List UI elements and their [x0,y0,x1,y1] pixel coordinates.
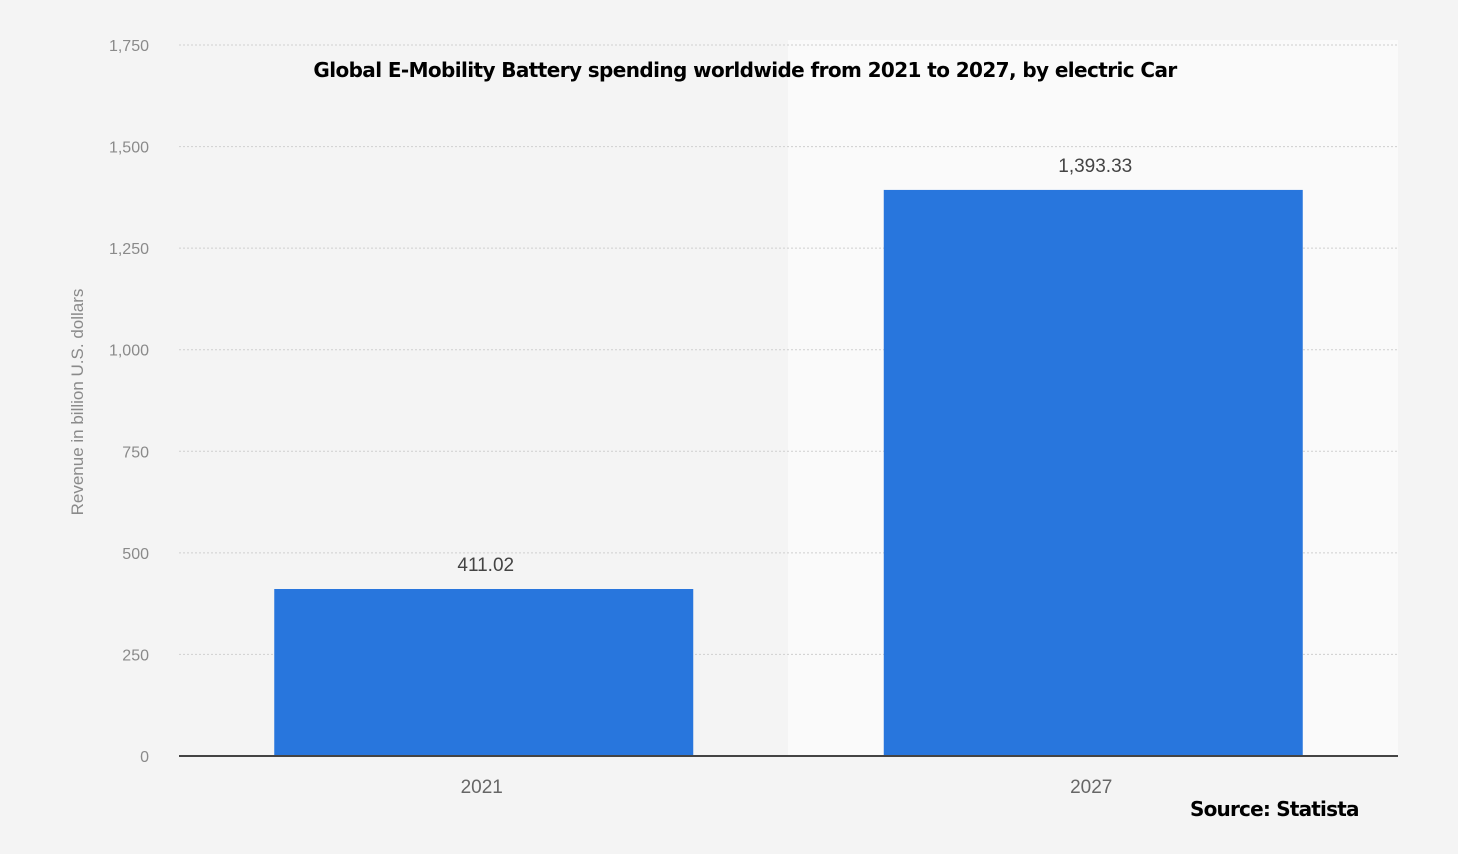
y-tick-label: 250 [122,647,149,664]
bars: 411.02 1,393.33 [274,156,1303,757]
y-tick-label: 1,250 [109,241,149,258]
gridlines [179,44,1398,655]
bar-2027[interactable] [883,189,1303,757]
data-label: 411.02 [457,555,514,576]
x-tick-label: 2021 [461,777,503,798]
y-tick-label: 500 [122,546,149,563]
y-axis-label: Revenue in billion U.S. dollars [68,289,87,516]
source-note: Source: Statista [1190,797,1359,821]
x-axis-ticks: 2021 2027 [461,777,1113,798]
y-axis-ticks: 0 250 500 750 1,000 1,250 1,500 1,750 [109,38,149,766]
y-tick-label: 750 [122,444,149,461]
y-tick-label: 0 [140,749,149,766]
y-tick-label: 1,500 [109,140,149,157]
bar-2021[interactable] [274,589,694,756]
data-label: 1,393.33 [1058,156,1132,177]
y-tick-label: 1,750 [109,38,149,55]
chart-title: Global E-Mobility Battery spending world… [313,58,1177,82]
x-tick-label: 2027 [1070,777,1112,798]
y-tick-label: 1,000 [109,343,149,360]
